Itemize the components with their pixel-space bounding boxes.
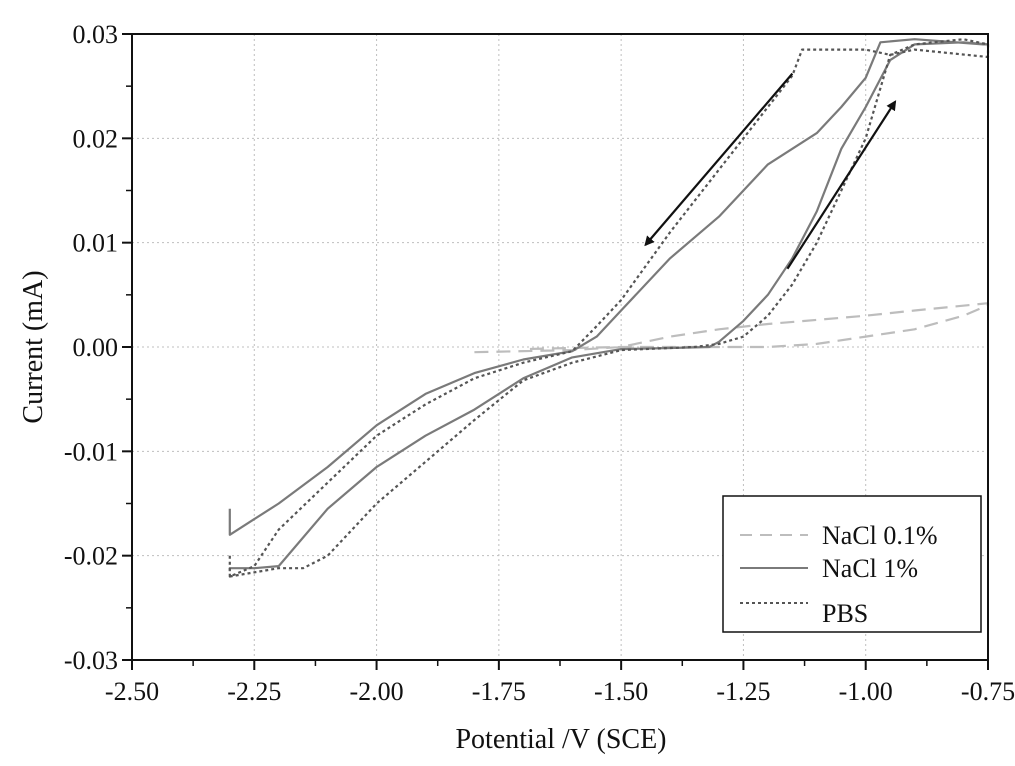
- y-tick-label: -0.02: [64, 542, 118, 571]
- y-tick-label: 0.02: [73, 124, 119, 153]
- legend-label-pbs: PBS: [822, 599, 868, 628]
- legend-box: [722, 495, 982, 633]
- x-tick-label: -1.25: [716, 677, 770, 706]
- legend: NaCl 0.1% NaCl 1% PBS: [722, 495, 982, 633]
- series-line-nacl-1: [228, 38, 990, 572]
- legend-label-nacl-1: NaCl 1%: [822, 554, 918, 583]
- y-tick-label: 0.00: [73, 333, 119, 362]
- y-tick-label: 0.03: [73, 20, 119, 49]
- x-tick-label: -1.50: [594, 677, 648, 706]
- arrow-forward-scan: [786, 100, 897, 270]
- x-tick-label: -2.25: [227, 677, 281, 706]
- legend-label-nacl-0-1: NaCl 0.1%: [822, 521, 938, 550]
- y-tick-label: -0.01: [64, 437, 118, 466]
- y-tick-labels: -0.03 -0.02 -0.01 0.00 0.01 0.02 0.03: [64, 20, 118, 675]
- x-tick-labels: -2.50 -2.25 -2.00 -1.75 -1.50 -1.25 -1.00 -0.75: [105, 677, 1015, 706]
- x-tick-label: -2.00: [349, 677, 403, 706]
- axis-ticks: [122, 33, 989, 670]
- series-line-nacl-0-1: [474, 302, 990, 354]
- arrow-reverse-scan: [644, 72, 794, 247]
- x-tick-label: -0.75: [961, 677, 1015, 706]
- x-axis-title: Potential /V (SCE): [455, 724, 666, 755]
- x-tick-label: -1.00: [839, 677, 893, 706]
- scan-direction-arrows: [644, 72, 897, 270]
- y-tick-label: 0.01: [73, 229, 119, 258]
- y-tick-label: -0.03: [64, 646, 118, 675]
- x-tick-label: -1.75: [472, 677, 526, 706]
- x-tick-label: -2.50: [105, 677, 159, 706]
- y-axis-title: Current (mA): [18, 270, 49, 423]
